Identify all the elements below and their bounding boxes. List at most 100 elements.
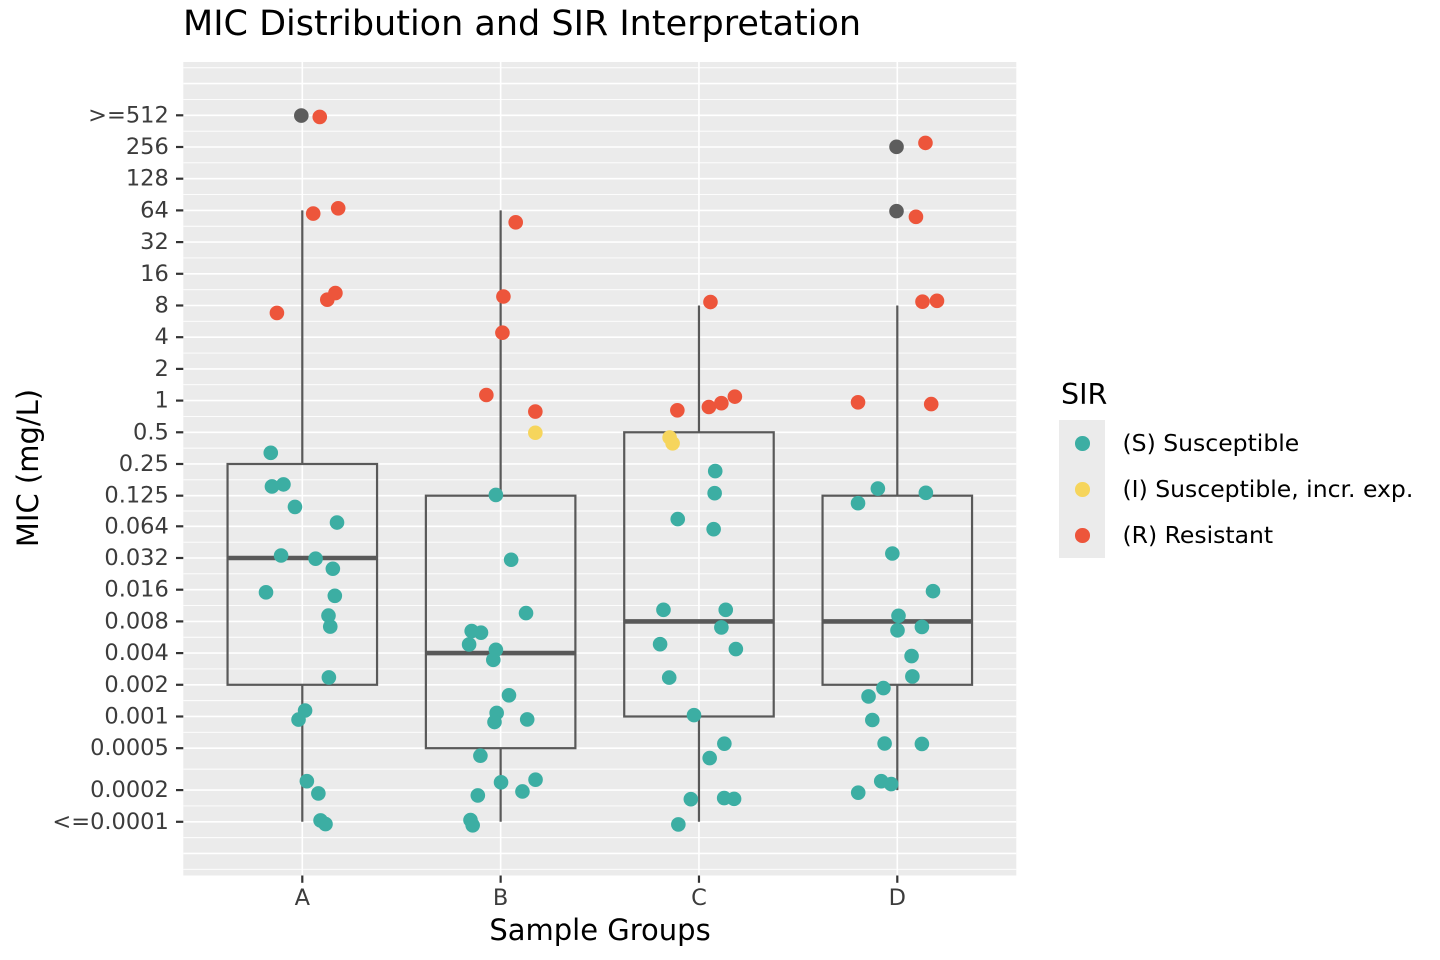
y-tick-label: >=512 [88,102,169,128]
data-point [473,625,489,640]
legend-dot-susceptible-icon [1075,436,1090,451]
data-point [327,588,343,604]
data-point [321,608,336,623]
data-point [291,712,306,727]
y-tick-label: 0.25 [119,451,169,477]
data-point [701,399,717,415]
data-point [726,791,742,807]
data-point [503,552,519,568]
data-point [518,605,534,621]
data-point [294,108,309,123]
data-point [665,435,680,451]
data-point [929,293,945,309]
y-tick-label: 64 [140,197,169,223]
box [226,462,379,686]
data-point [312,109,328,125]
data-point [330,201,346,216]
data-point [661,670,677,685]
legend-entry-susceptible-incr-exp: (I) Susceptible, incr. exp. [1059,466,1439,512]
data-point [923,396,939,412]
data-point [889,203,904,219]
x-tick-label: B [493,885,508,911]
data-point [318,816,333,832]
data-point [264,479,280,494]
data-point [877,736,892,751]
data-point [905,669,920,684]
y-tick-label: 0.002 [104,672,168,698]
plot-panel [183,62,1017,876]
y-tick-label: 0.125 [104,483,168,509]
data-point [870,481,886,496]
data-point [728,641,744,657]
data-point [904,648,919,664]
legend-entry-susceptible: (S) Susceptible [1059,420,1439,466]
data-point [889,139,904,155]
data-point [706,521,721,537]
data-point [325,561,341,577]
y-axis-title: MIC (mg/L) [11,388,45,548]
data-point [258,585,274,600]
data-point [528,404,543,419]
data-point [850,785,866,800]
y-tick-label: <=0.0001 [52,809,168,835]
data-point [263,445,279,461]
data-point [269,305,285,321]
x-tick-label: C [691,885,707,911]
data-point [885,546,900,561]
data-point [311,786,326,801]
legend-dot-resistant-icon [1075,528,1090,543]
data-point [276,477,291,492]
data-point [865,712,880,728]
legend-label-susceptible-incr-exp: (I) Susceptible, incr. exp. [1122,475,1414,503]
data-point [883,776,899,792]
data-point [493,775,509,790]
data-point [485,652,501,668]
data-point [915,294,930,310]
box [821,494,974,686]
y-tick-label: 0.0005 [90,735,169,761]
data-point [727,389,743,404]
data-point [308,551,323,567]
data-point [707,463,723,479]
y-tick-label: 0.001 [104,703,168,729]
data-point [470,788,486,803]
data-point [479,387,494,403]
data-point [876,680,891,696]
legend-label-resistant: (R) Resistant [1122,521,1274,549]
x-tick-label: A [295,885,311,911]
data-point [328,285,343,301]
y-tick-label: 128 [126,166,169,192]
data-point [528,425,543,441]
legend-label-susceptible: (S) Susceptible [1122,429,1300,457]
data-point [918,135,933,151]
data-point [914,736,930,752]
data-point [714,620,729,635]
data-point [891,608,906,624]
data-point [488,487,504,503]
data-point [461,637,477,652]
data-point [918,485,934,501]
data-point [850,395,866,410]
x-axis-title: Sample Groups [489,913,711,947]
data-points [258,108,945,833]
data-point [515,784,530,799]
data-point [717,736,732,751]
chart-title: MIC Distribution and SIR Interpretation [183,4,862,44]
data-point [299,773,315,789]
data-point [287,499,303,515]
axes: >=512 256 128 64 32 16 8 4 2 1 0.5 0.25 0.125 0.064 0.… [52,102,906,911]
data-point [850,495,866,511]
data-point [707,485,722,501]
data-point [686,707,702,723]
y-tick-label: 0.004 [104,640,168,666]
data-point [519,712,535,727]
legend-entries: (S) Susceptible (I) Susceptible, incr. e… [1059,420,1439,558]
data-point [861,689,876,704]
y-tick-label: 8 [154,292,168,318]
legend-title: SIR [1061,378,1108,411]
legend-entry-resistant: (R) Resistant [1059,512,1439,558]
data-point [683,791,699,807]
data-point [508,215,524,230]
